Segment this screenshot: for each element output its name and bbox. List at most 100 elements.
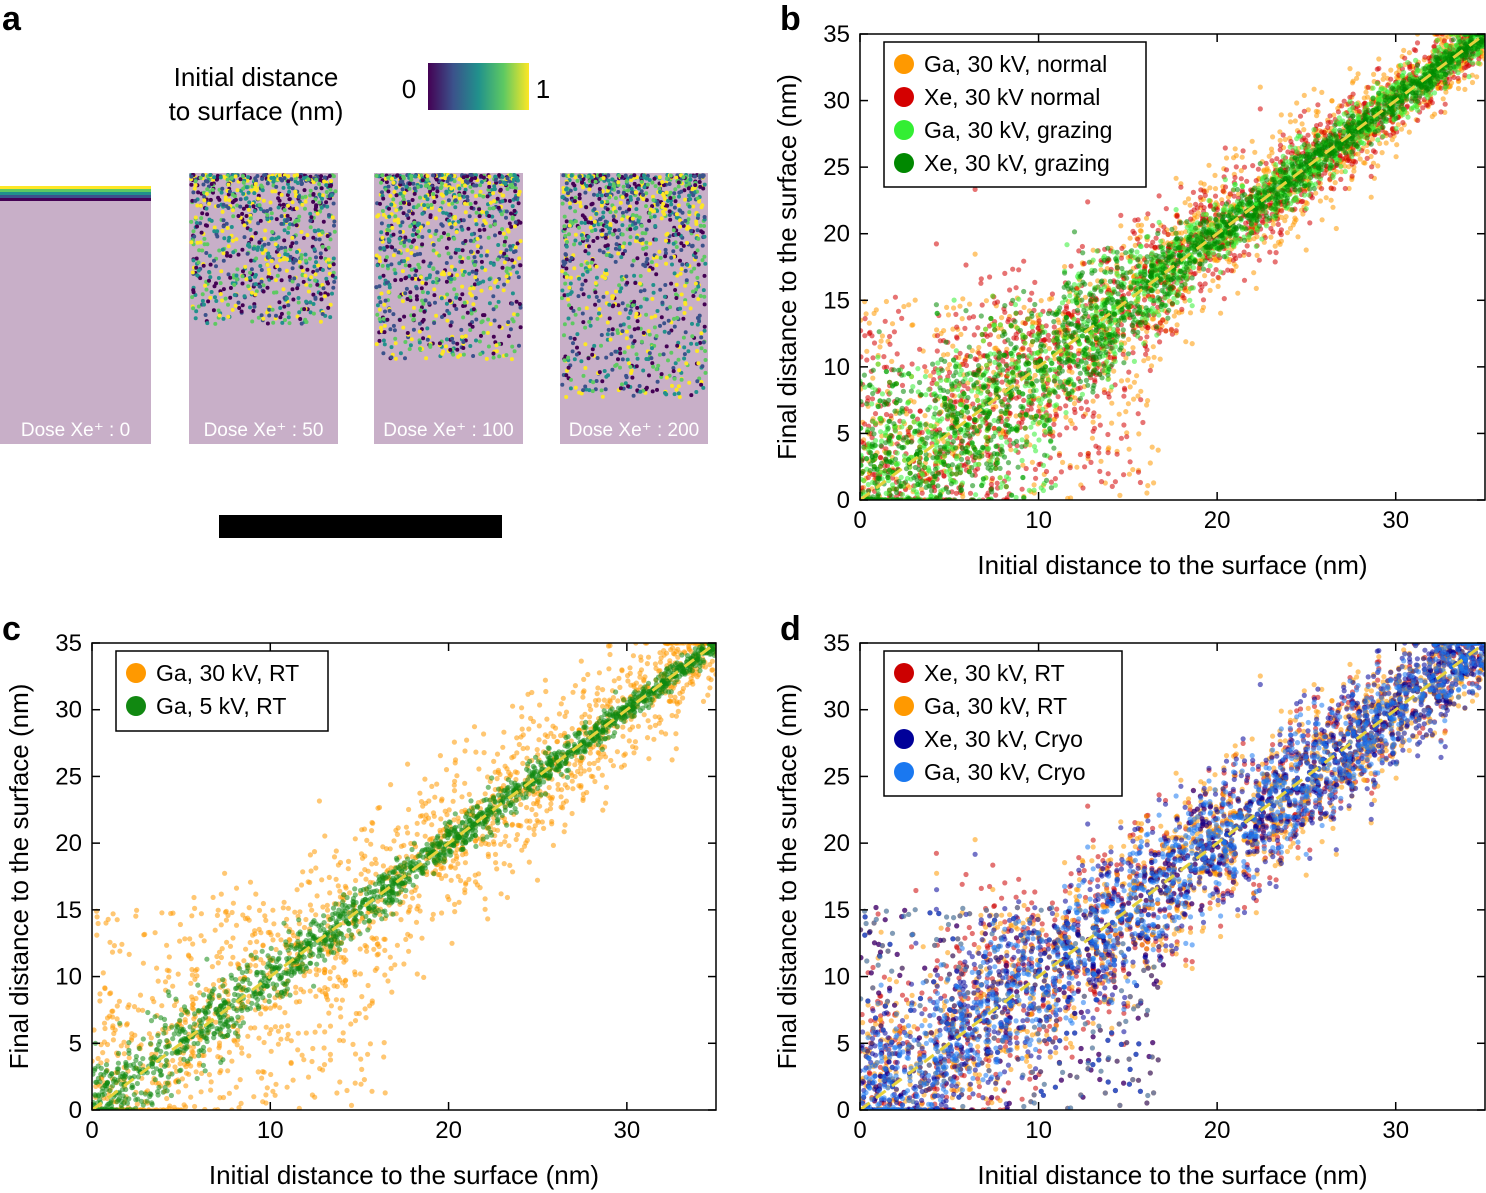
atom — [626, 384, 631, 389]
atom — [265, 209, 270, 213]
atom — [591, 239, 596, 243]
atom — [469, 178, 474, 183]
atom — [615, 235, 620, 240]
scatter-point — [1226, 259, 1232, 265]
atom — [276, 247, 281, 252]
atom — [480, 265, 485, 270]
atom — [612, 184, 617, 189]
atom — [637, 384, 642, 388]
atom — [560, 201, 565, 206]
atom — [613, 349, 618, 354]
atom — [329, 193, 334, 198]
atom — [561, 173, 566, 178]
atom — [290, 235, 295, 240]
atom — [618, 289, 623, 294]
atom — [566, 365, 571, 370]
atom — [643, 231, 648, 236]
atom — [287, 185, 292, 190]
atom — [428, 234, 433, 239]
atom — [236, 252, 241, 257]
atom — [601, 210, 606, 215]
atom — [597, 370, 602, 375]
atom — [513, 245, 518, 250]
scatter-point — [1126, 471, 1132, 477]
atom — [655, 309, 660, 313]
atom — [651, 290, 656, 295]
atom — [603, 219, 608, 224]
atom — [696, 297, 701, 302]
atom — [608, 182, 612, 187]
atom — [640, 231, 645, 236]
atom — [639, 339, 644, 344]
scatter-point — [1064, 425, 1070, 431]
atom — [702, 302, 707, 307]
scatter-point — [1277, 137, 1283, 143]
atom — [246, 190, 251, 195]
scatter-point — [1266, 153, 1272, 159]
atom — [614, 242, 619, 247]
atom — [320, 244, 325, 249]
atom — [560, 288, 565, 293]
atom — [682, 311, 687, 315]
scatter-point — [1364, 149, 1370, 155]
atom — [434, 313, 439, 318]
atom — [447, 213, 452, 218]
atom — [479, 180, 484, 184]
atom — [599, 193, 604, 198]
atom — [265, 285, 270, 290]
atom — [254, 178, 258, 183]
scatter-point — [1319, 217, 1325, 223]
atom — [482, 227, 487, 232]
atom — [191, 229, 196, 234]
atom — [584, 183, 589, 188]
atom — [428, 215, 433, 220]
scatter-point — [1394, 142, 1400, 148]
atom — [681, 316, 686, 321]
atom — [631, 393, 636, 398]
atom — [220, 186, 225, 191]
scatter-point — [954, 334, 960, 340]
atom — [586, 234, 591, 239]
atom — [327, 263, 332, 268]
atom — [454, 292, 459, 297]
atom — [487, 214, 492, 218]
atom — [677, 368, 682, 373]
atom — [434, 177, 439, 182]
atom — [416, 229, 420, 234]
atom — [410, 276, 415, 281]
scale-bar — [219, 515, 502, 538]
atom — [189, 174, 194, 179]
atom — [482, 218, 487, 223]
atom — [625, 280, 630, 285]
atom — [442, 231, 446, 236]
scatter-point — [1232, 146, 1238, 152]
scatter-point — [1096, 413, 1102, 419]
atom — [610, 177, 615, 182]
scatter-point — [945, 312, 952, 318]
atom — [567, 303, 572, 308]
atom — [605, 199, 610, 204]
atom — [470, 189, 475, 194]
atom — [594, 211, 599, 216]
atom — [604, 224, 609, 229]
atom — [240, 303, 245, 308]
scatter-point — [934, 327, 940, 333]
atom — [568, 386, 573, 391]
atom — [269, 259, 274, 263]
atom — [248, 270, 252, 275]
atom — [500, 199, 505, 204]
atom — [680, 221, 685, 226]
atom — [679, 370, 684, 375]
scatter-point — [1305, 107, 1311, 113]
atom — [384, 255, 389, 260]
atom — [259, 247, 264, 252]
atom — [597, 190, 602, 195]
atom — [677, 395, 682, 399]
scatter-point — [1049, 295, 1055, 301]
atom — [462, 269, 467, 274]
atom — [429, 206, 434, 210]
scatter-point — [1074, 464, 1080, 470]
atom — [331, 262, 336, 267]
atom — [403, 263, 408, 268]
atom — [480, 209, 485, 214]
